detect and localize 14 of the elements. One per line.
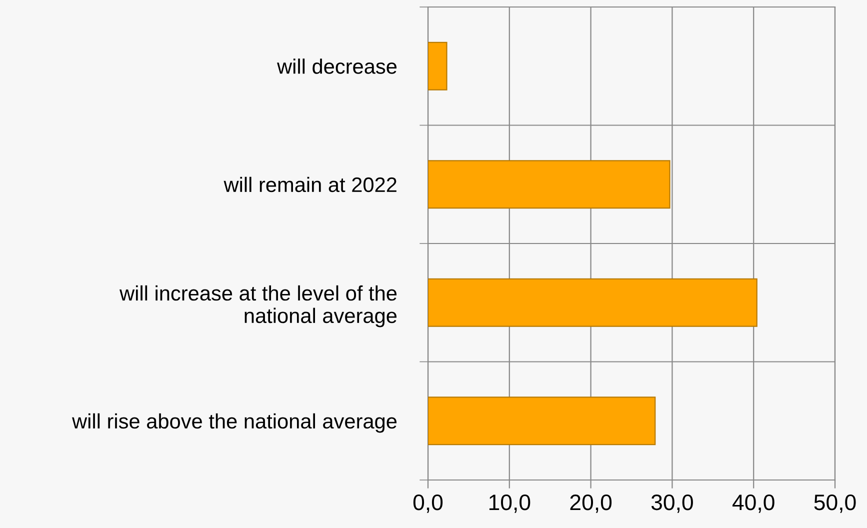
bar: [428, 42, 448, 90]
x-tick-label: 50,0: [814, 494, 856, 513]
bar: [428, 278, 758, 327]
bar: [428, 160, 670, 209]
x-tick-label: 10,0: [489, 494, 530, 513]
y-tick-label: will rise above the national average: [72, 413, 397, 433]
y-tick-label: will increase at the level of the national average: [120, 285, 397, 328]
y-tick-label: will decrease: [277, 58, 397, 74]
x-tick-label: 0,0: [413, 494, 443, 513]
y-tick-label: will remain at 2022: [224, 176, 396, 192]
x-tick-label: 30,0: [651, 494, 693, 513]
bar: [428, 396, 656, 446]
x-tick-label: 20,0: [570, 494, 612, 513]
x-tick-label: 40,0: [732, 494, 774, 513]
